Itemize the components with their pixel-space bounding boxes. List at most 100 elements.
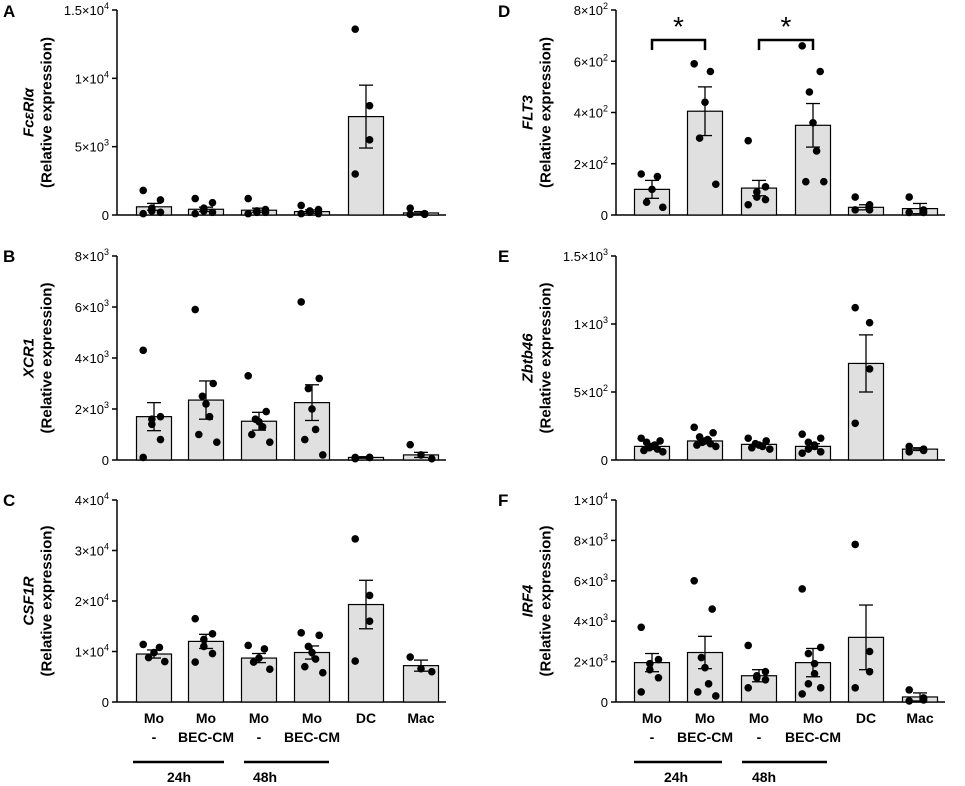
tick-exponent: 2 — [603, 104, 608, 114]
data-point — [690, 60, 698, 68]
data-point — [308, 405, 316, 413]
tick-base: 1×10 — [574, 317, 603, 332]
data-point — [640, 447, 648, 455]
x-category-label: DC — [356, 710, 376, 726]
data-point — [157, 208, 165, 216]
data-point — [157, 413, 165, 421]
tick-exponent: 3 — [603, 315, 608, 325]
data-point — [811, 670, 819, 678]
panel-letter: F — [498, 491, 508, 510]
y-axis-label: FcεRIα(Relative expression) — [21, 37, 56, 188]
y-tick-label: 4×104 — [75, 491, 109, 508]
timepoint-label: 24h — [664, 769, 688, 785]
tick-base: 1.5×10 — [64, 3, 104, 18]
data-point — [806, 88, 814, 96]
data-point — [366, 102, 374, 110]
data-point — [366, 592, 374, 600]
data-point — [798, 585, 806, 593]
data-point — [351, 170, 359, 178]
tick-exponent: 4 — [104, 1, 109, 11]
tick-base: 1×10 — [75, 645, 104, 660]
timepoint-label: 24h — [167, 769, 191, 785]
data-point — [421, 211, 429, 219]
data-point — [659, 448, 667, 456]
data-point — [813, 147, 821, 155]
data-point — [259, 423, 267, 431]
data-point — [351, 535, 359, 543]
data-point — [648, 186, 656, 194]
data-point — [301, 436, 309, 444]
tick-exponent: 3 — [104, 138, 109, 148]
y-tick-label: 1×104 — [574, 491, 608, 508]
tick-base: 5×10 — [75, 140, 104, 155]
data-point — [366, 617, 374, 625]
tick-exponent: 2 — [603, 52, 608, 62]
data-point — [319, 451, 327, 459]
figure: AFcεRIα(Relative expression)05×1031×1041… — [0, 0, 965, 786]
data-point — [139, 347, 147, 355]
data-point — [866, 668, 874, 676]
data-point — [209, 630, 217, 638]
tick-exponent: 4 — [104, 592, 109, 602]
timepoint-label: 48h — [752, 769, 776, 785]
data-point — [866, 206, 874, 214]
tick-base: 6×10 — [75, 300, 104, 315]
y-tick-label: 0 — [601, 695, 608, 710]
data-point — [308, 649, 316, 657]
x-category-label: Mo — [302, 710, 322, 726]
data-point — [817, 448, 825, 456]
tick-exponent: 2 — [603, 383, 608, 393]
tick-exponent: 3 — [603, 531, 608, 541]
y-tick-label: 0 — [102, 208, 109, 223]
y-axis-label: CSF1R(Relative expression) — [21, 526, 56, 677]
tick-base: 1×10 — [75, 71, 104, 86]
data-point — [266, 665, 274, 673]
y-tick-label: 0 — [601, 453, 608, 468]
panel-e: EZbtb46(Relative expression)05×1021×1031… — [498, 247, 945, 468]
bar — [242, 658, 277, 702]
x-category-label: Mo — [803, 710, 823, 726]
y-tick-label: 5×102 — [574, 383, 608, 400]
data-point — [250, 658, 258, 666]
data-point — [139, 210, 147, 218]
data-point — [762, 676, 770, 684]
data-point — [646, 666, 654, 674]
gene-label: XCR1 — [21, 338, 38, 379]
data-point — [643, 198, 651, 206]
y-tick-label: 2×103 — [574, 653, 608, 670]
tick-base: 1×10 — [574, 493, 603, 508]
data-point — [417, 665, 425, 673]
x-category-label: Mac — [407, 710, 434, 726]
y-tick-label: 6×103 — [574, 572, 608, 589]
data-point — [428, 455, 436, 463]
data-point — [244, 372, 252, 380]
data-point — [905, 686, 913, 694]
data-point — [920, 209, 928, 217]
x-category-label: Mo — [144, 710, 164, 726]
data-point — [148, 421, 156, 429]
x-category-label: Mo — [749, 710, 769, 726]
data-point — [366, 454, 374, 462]
y-tick-label: 8×102 — [574, 1, 608, 18]
x-category-sublabel: BEC-CM — [677, 729, 733, 745]
x-category-label: Mo — [249, 710, 269, 726]
y-axis-label: FLT3(Relative expression) — [520, 37, 555, 188]
data-point — [744, 137, 752, 145]
data-point — [191, 615, 199, 623]
x-category-sublabel: BEC-CM — [178, 729, 234, 745]
data-point — [139, 187, 147, 195]
data-point — [654, 173, 662, 181]
data-point — [820, 178, 828, 186]
x-category-sublabel: - — [257, 729, 262, 745]
y-tick-label: 6×102 — [574, 52, 608, 69]
y-tick-label: 4×103 — [574, 612, 608, 629]
data-point — [866, 648, 874, 656]
data-point — [744, 642, 752, 650]
data-point — [759, 443, 767, 451]
gene-label: Zbtb46 — [520, 333, 537, 384]
tick-exponent: 3 — [104, 349, 109, 359]
tick-base: 6×10 — [574, 574, 603, 589]
data-point — [698, 654, 706, 662]
data-point — [428, 668, 436, 676]
